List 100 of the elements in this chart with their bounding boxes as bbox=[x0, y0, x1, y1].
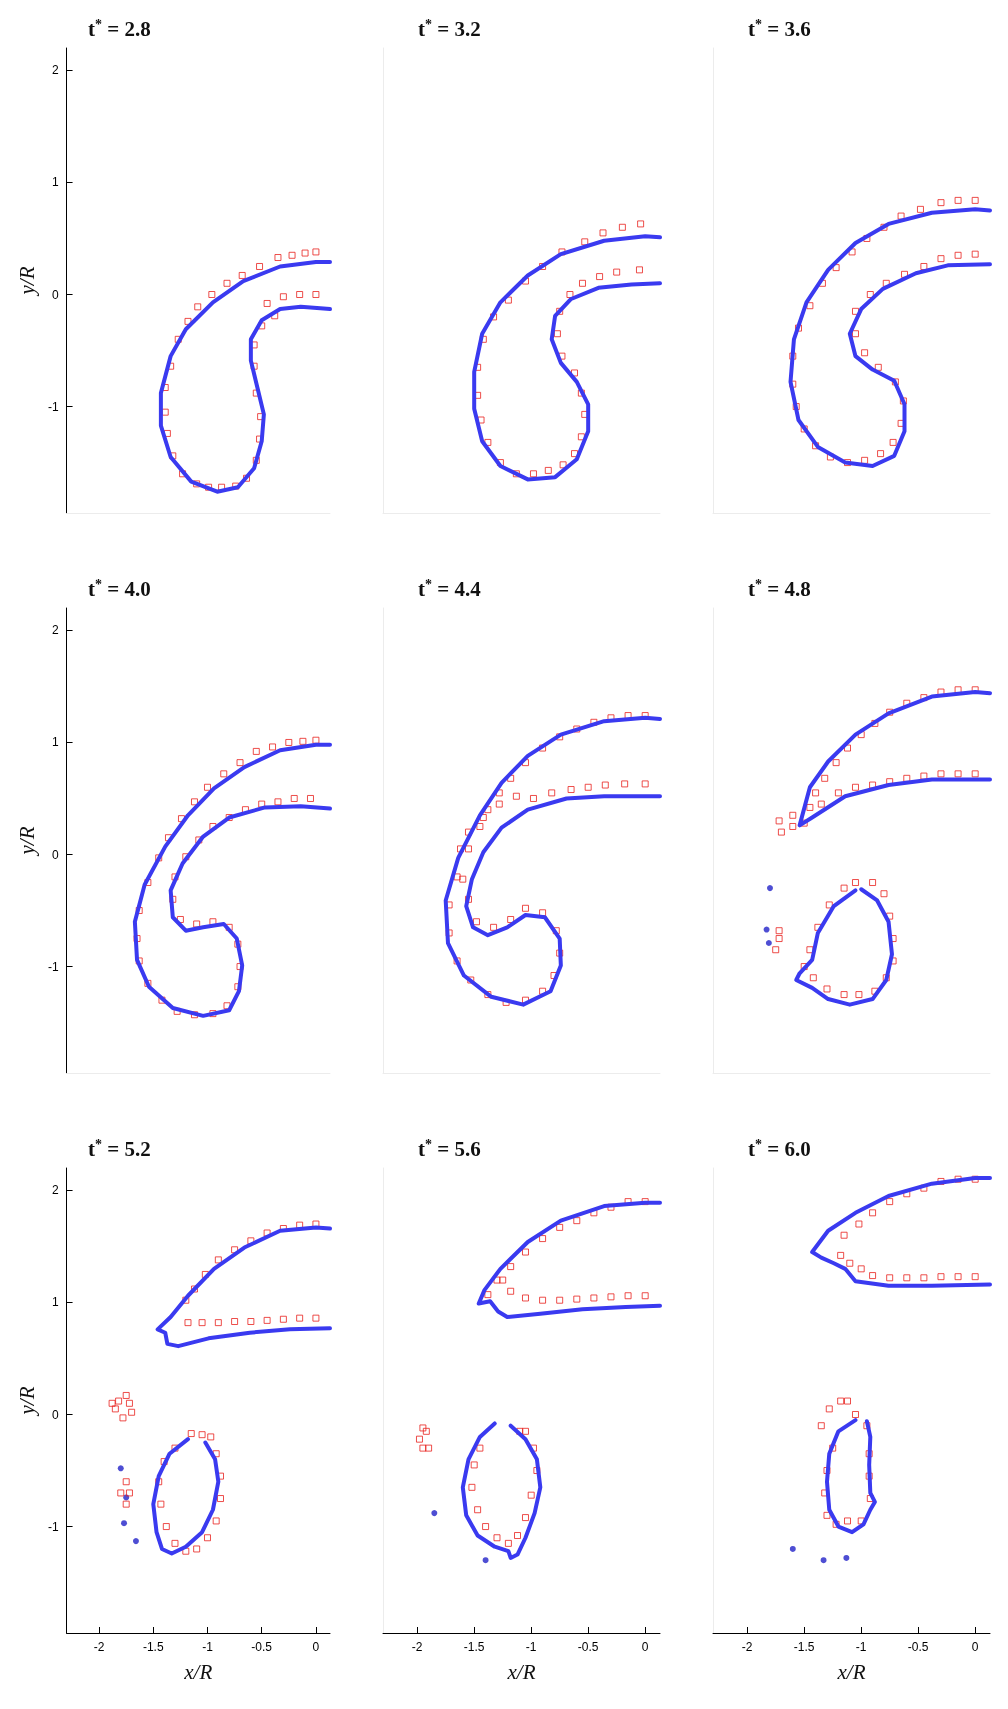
point bbox=[834, 789, 842, 797]
point bbox=[624, 1292, 632, 1300]
point bbox=[217, 1495, 225, 1503]
point bbox=[521, 1427, 529, 1435]
chart-title: t* = 4.8 bbox=[748, 576, 811, 601]
point bbox=[290, 794, 298, 802]
point bbox=[157, 1500, 165, 1508]
point bbox=[470, 1461, 478, 1469]
point bbox=[476, 1444, 484, 1452]
chart-title: t* = 5.2 bbox=[88, 1136, 151, 1161]
point bbox=[468, 1483, 476, 1491]
point bbox=[869, 1209, 877, 1217]
y-tick-label: -1 bbox=[47, 399, 59, 414]
point bbox=[171, 1444, 179, 1452]
y-tick-label: 1 bbox=[51, 1295, 59, 1310]
point bbox=[971, 250, 979, 258]
point bbox=[122, 1391, 130, 1399]
point bbox=[521, 1294, 529, 1302]
point bbox=[529, 794, 537, 802]
point bbox=[119, 1414, 127, 1422]
point bbox=[882, 974, 890, 982]
point bbox=[865, 1450, 873, 1458]
point bbox=[635, 266, 643, 274]
point bbox=[296, 291, 304, 299]
x-tick-label: -1 bbox=[202, 1640, 214, 1654]
point bbox=[312, 1314, 320, 1322]
point bbox=[527, 1491, 535, 1499]
point bbox=[577, 433, 585, 441]
point bbox=[844, 459, 852, 467]
y-tick-label: 1 bbox=[51, 735, 59, 750]
point bbox=[121, 1520, 128, 1527]
point bbox=[573, 725, 581, 733]
point bbox=[422, 1427, 430, 1435]
y-axis-title: y/R bbox=[14, 1386, 39, 1417]
point bbox=[954, 1175, 962, 1183]
point bbox=[869, 879, 877, 887]
point bbox=[855, 991, 863, 999]
point bbox=[453, 873, 461, 881]
x-axis-title: x/R bbox=[506, 1659, 536, 1684]
point bbox=[171, 1539, 179, 1547]
point bbox=[897, 212, 905, 220]
point bbox=[765, 940, 772, 947]
chart-title: t* = 3.6 bbox=[748, 16, 811, 41]
point bbox=[865, 1472, 873, 1480]
point bbox=[529, 470, 537, 478]
point bbox=[252, 456, 260, 464]
point bbox=[863, 1422, 871, 1430]
point bbox=[637, 220, 645, 228]
point bbox=[843, 1554, 850, 1561]
point bbox=[539, 1296, 547, 1304]
point bbox=[193, 1545, 201, 1553]
point bbox=[559, 461, 567, 469]
point bbox=[806, 946, 814, 954]
point bbox=[581, 238, 589, 246]
point bbox=[312, 736, 320, 744]
point bbox=[806, 803, 814, 811]
point bbox=[504, 1539, 512, 1547]
x-tick-label: -1.5 bbox=[142, 1640, 164, 1654]
x-tick-label: -2 bbox=[93, 1640, 105, 1654]
point bbox=[493, 1534, 501, 1542]
point bbox=[125, 1399, 133, 1407]
x-tick-label: -1 bbox=[855, 1640, 867, 1654]
point bbox=[937, 255, 945, 263]
point bbox=[825, 901, 833, 909]
point bbox=[263, 299, 271, 307]
x-axis-title: x/R bbox=[836, 1659, 866, 1684]
point bbox=[601, 781, 609, 789]
point bbox=[618, 223, 626, 231]
point bbox=[111, 1405, 119, 1413]
point bbox=[198, 1319, 206, 1327]
point bbox=[238, 271, 246, 279]
point bbox=[556, 1296, 564, 1304]
point bbox=[108, 1399, 116, 1407]
point bbox=[144, 979, 152, 987]
y-tick-label: 1 bbox=[51, 175, 59, 190]
y-axis-title: y/R bbox=[14, 826, 39, 857]
chart-title: t* = 4.0 bbox=[88, 576, 151, 601]
point bbox=[641, 1292, 649, 1300]
point bbox=[556, 1223, 564, 1231]
point bbox=[857, 1265, 865, 1273]
x-axis-title: x/R bbox=[183, 1659, 213, 1684]
point bbox=[578, 279, 586, 287]
point bbox=[775, 817, 783, 825]
point bbox=[840, 1231, 848, 1239]
point bbox=[621, 780, 629, 788]
point bbox=[641, 780, 649, 788]
point bbox=[236, 759, 244, 767]
point bbox=[817, 1422, 825, 1430]
point bbox=[195, 836, 203, 844]
point bbox=[821, 774, 829, 782]
point bbox=[117, 1465, 124, 1472]
point bbox=[820, 1557, 827, 1564]
point bbox=[937, 1273, 945, 1281]
point bbox=[209, 918, 217, 926]
point bbox=[855, 1220, 863, 1228]
point bbox=[207, 1433, 215, 1441]
point bbox=[133, 935, 141, 943]
point bbox=[115, 1397, 123, 1405]
point bbox=[193, 920, 201, 928]
point bbox=[566, 291, 574, 299]
